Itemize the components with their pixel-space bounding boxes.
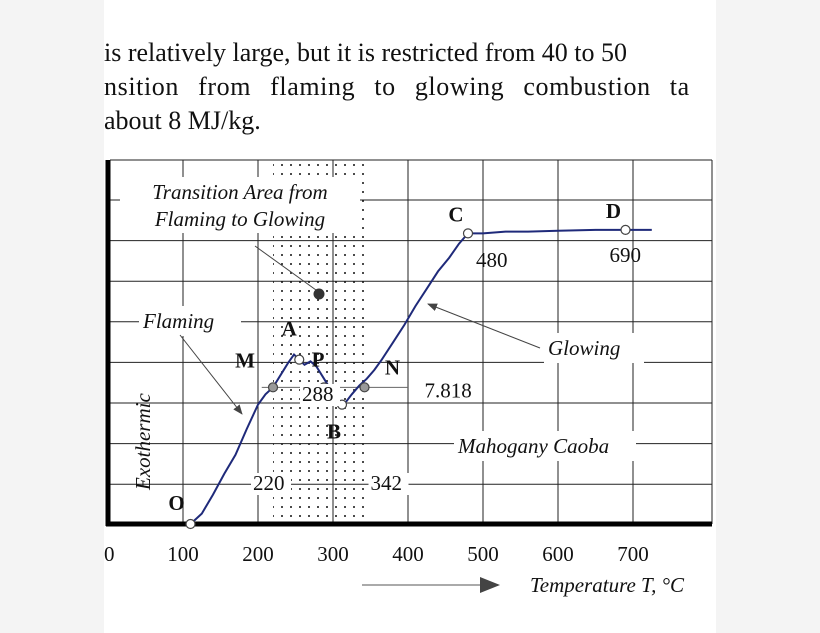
value-label: 342 [371, 471, 403, 495]
point-label-c: C [448, 202, 463, 226]
value-label: 480 [476, 248, 508, 272]
point-a [294, 354, 305, 365]
document-line-2: nsition from flaming to glowing combusti… [104, 72, 690, 101]
transition-dot [313, 288, 325, 300]
annotation-material-bg [454, 431, 636, 461]
value-label: 690 [610, 243, 642, 267]
value-label-bg [300, 384, 340, 406]
x-axis-title: Temperature T, °C [530, 573, 685, 597]
document-line-3: about 8 MJ/kg. [104, 106, 261, 135]
document-line-1: is relatively large, but it is restricte… [104, 38, 628, 67]
point-label-m: M [235, 348, 255, 372]
x-tick-label: 400 [392, 542, 424, 566]
x-tick-label: 600 [542, 542, 574, 566]
point-label-d: D [606, 199, 621, 223]
x-tick-label: 500 [467, 542, 499, 566]
point-label-n: N [385, 355, 400, 379]
reference-line-label: 7.818 [425, 378, 472, 402]
point-m [267, 382, 279, 393]
x-tick-label: 200 [242, 542, 274, 566]
annotation-material-line-1: Mahogany Caoba [457, 434, 609, 458]
point-label-p: P [312, 347, 325, 371]
point-label-o: O [168, 491, 184, 515]
x-tick-label: 0 [104, 542, 115, 566]
annotation-transition-line-2: Flaming to Glowing [154, 207, 325, 231]
transition-pointer [254, 245, 317, 291]
annotation-glowing-bg [544, 333, 644, 363]
point-o [185, 518, 196, 530]
point-c [462, 228, 474, 239]
glowing-arrow [427, 303, 541, 349]
flaming-arrow [179, 334, 243, 415]
value-label-bg [251, 473, 291, 495]
annotation-transition-bg [120, 177, 360, 233]
value-label: 220 [253, 471, 285, 495]
point-label-b: B [327, 420, 341, 444]
annotation-glowing-line-1: Glowing [548, 336, 620, 360]
annotation-flaming-bg [139, 306, 241, 336]
y-axis-title: Exothermic [131, 393, 155, 491]
value-label-bg [368, 473, 409, 495]
point-n [359, 382, 370, 393]
annotation-flaming-line-1: Flaming [142, 309, 214, 333]
x-tick-label: 100 [167, 542, 199, 566]
point-d [620, 224, 631, 235]
x-tick-label: 700 [617, 542, 649, 566]
value-label: 288 [302, 382, 334, 406]
annotation-transition-line-1: Transition Area from [152, 180, 327, 204]
x-tick-label: 300 [317, 542, 349, 566]
point-label-a: A [282, 317, 298, 341]
